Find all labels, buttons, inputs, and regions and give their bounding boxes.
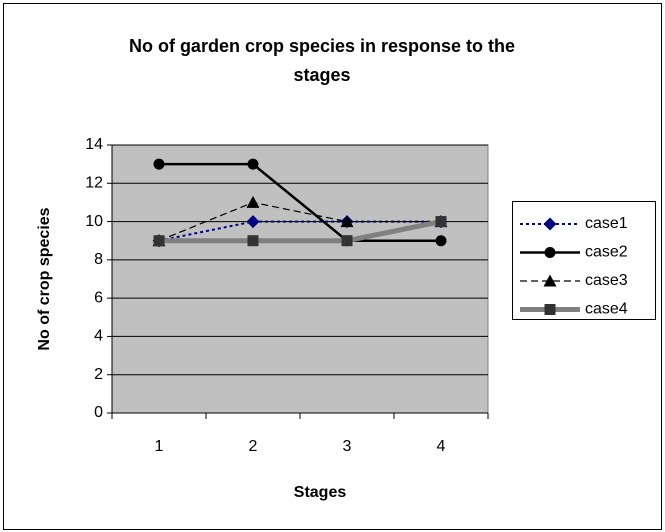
y-tick-label: 0 <box>94 404 103 421</box>
series-line <box>159 219 442 244</box>
legend-label: case1 <box>585 215 628 232</box>
legend-marker <box>543 274 557 287</box>
y-tick-label: 2 <box>94 366 103 383</box>
chart-title: No of garden crop species in response to… <box>128 36 516 85</box>
plot-area <box>111 144 489 414</box>
point <box>153 158 165 170</box>
x-tick-label: 1 <box>155 438 164 455</box>
y-tick-label: 4 <box>94 328 103 345</box>
legend-label: case4 <box>585 301 628 318</box>
legend-marker <box>544 247 556 258</box>
point <box>246 195 260 208</box>
y-tick-label: 14 <box>85 136 103 153</box>
x-tick-label: 2 <box>249 438 258 455</box>
point <box>247 158 259 170</box>
series-line <box>158 201 441 242</box>
x-tick-label: 3 <box>343 438 352 455</box>
y-tick-label: 10 <box>85 213 103 230</box>
point <box>340 215 354 228</box>
y-tick-label: 6 <box>94 289 103 306</box>
series-line <box>159 162 441 242</box>
y-tick-label: 8 <box>94 251 103 268</box>
x-tick-label: 4 <box>437 438 446 455</box>
y-tick-label: 12 <box>85 175 103 192</box>
legend-marker <box>543 217 557 231</box>
point <box>246 215 260 229</box>
legend-box <box>512 201 656 320</box>
point <box>341 235 353 247</box>
y-axis-label: No of crop species <box>36 207 53 350</box>
legend-label: case3 <box>585 272 628 289</box>
legend-label: case2 <box>585 244 628 261</box>
point <box>435 216 447 228</box>
legend-marker <box>544 304 556 315</box>
x-axis-label: Stages <box>294 484 347 501</box>
point <box>153 235 165 247</box>
point <box>247 235 259 247</box>
point <box>435 235 447 247</box>
